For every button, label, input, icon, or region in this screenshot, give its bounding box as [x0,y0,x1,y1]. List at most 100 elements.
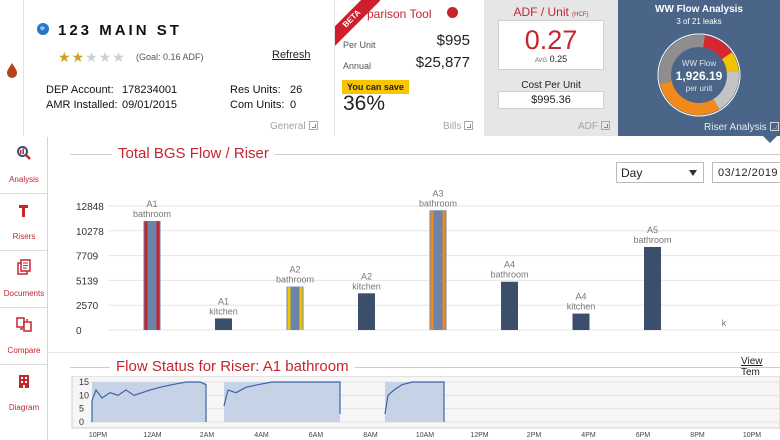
property-address: 123 MAIN ST [58,22,182,39]
sidebar: Analysis Risers Documents Compare Diagra… [0,137,48,440]
y-tick-label: 5 [79,404,84,414]
star-filled-icon: ★ [71,49,86,65]
bar-label-room: bathroom [633,235,671,245]
donut-center-label: WW Flow [682,59,716,68]
x-tick-label: 2PM [527,432,542,439]
adf-value: 0.27 [524,25,578,55]
per-unit-value: $995 [436,32,470,49]
bar-label-riser: A4 [575,292,586,302]
star-empty-icon: ★ [112,49,126,65]
amr-installed-value: 09/01/2015 [122,99,178,111]
bar[interactable] [572,313,590,330]
star-empty-icon: ★ [85,49,99,65]
x-tick-label: 12AM [143,432,161,439]
star-empty-icon: ★ [98,49,113,65]
flow-status-area-chart: 15 10 5 0 10PM 12AM 2AM 4AM 6AM 8AM 10AM 12PM 2PM 4P… [71,376,780,439]
star-filled-icon: ★ [58,49,72,65]
donut-segment [721,52,739,73]
donut-center-value: 1,926.19 [676,69,723,83]
y-tick-label: 7709 [76,252,99,263]
y-tick-label: 10278 [76,227,104,238]
expand-corner-icon [769,122,779,131]
y-tick-label: 15 [79,377,89,387]
bills-link[interactable]: Bills [443,121,474,132]
bar-label-room: kitchen [567,302,596,312]
sidebar-item-risers[interactable]: Risers [0,194,48,251]
adf-panel: ADF / Unit (HCF) 0.27 AVG 0.25 Cost Per … [484,0,618,136]
x-tick-label: 10PM [89,432,107,439]
diagram-icon [19,375,29,388]
bar-chart-title: Total BGS Flow / Riser [112,145,275,162]
bar-label-riser: A3 [432,188,443,198]
savings-percent: 36% [343,92,386,115]
donut-outline [657,33,741,117]
riser-analysis-link[interactable]: Riser Analysis [704,122,779,133]
bar[interactable] [501,281,518,330]
donut-segment [702,35,732,60]
sidebar-item-diagram[interactable]: Diagram [0,365,48,422]
donut-segment [659,35,705,84]
flow-line [91,381,207,422]
goal-text: (Goal: 0.16 ADF) [136,52,204,62]
view-template-link[interactable]: View Tem [741,356,763,378]
flow-region [385,382,444,422]
com-units-value: 0 [290,99,297,111]
per-unit-label: Per Unit [343,40,376,50]
bar[interactable] [429,210,447,330]
x-tick-label: 4PM [581,432,596,439]
bar-label-riser: A2 [289,265,300,275]
section-divider [48,352,780,353]
general-link-label: General [270,121,306,132]
bar-label-room: bathroom [276,275,314,285]
sidebar-item-compare[interactable]: Compare [0,308,48,365]
adf-title: ADF / Unit (HCF) [484,5,618,19]
ww-flow-subtitle: 3 of 21 leaks [676,17,722,26]
bar-label-room: kitchen [352,281,381,291]
bar[interactable] [644,246,661,330]
sidebar-item-label: Analysis [9,175,39,184]
bar-label-riser: A2 [361,271,372,281]
expand-corner-icon [308,121,318,130]
bar-label-riser: A1 [218,296,229,306]
bar[interactable] [215,318,232,330]
sidebar-item-label: Diagram [8,403,40,412]
refresh-link[interactable]: Refresh [272,49,311,61]
amr-installed-label: AMR Installed: [46,99,118,111]
analysis-icon [17,146,31,160]
compare-icon [16,317,32,332]
adf-value-box: 0.27 AVG 0.25 [498,20,604,70]
ww-flow-panel: WW Flow Analysis 3 of 21 leaks WW Flow 1… [618,0,780,143]
bar-label-room: kitchen [209,306,238,316]
bar[interactable] [286,286,304,330]
period-select-value: Day [621,166,643,180]
adf-avg-value: 0.25 [549,54,568,64]
bar-outline-right [442,210,446,330]
bar[interactable] [143,220,161,330]
y-tick-label: 2570 [76,301,99,312]
expand-corner-icon [601,121,610,130]
sidebar-item-label: Risers [12,232,36,241]
documents-icon [17,259,31,275]
x-tick-label: 4AM [254,432,269,439]
bar[interactable] [358,293,375,330]
bills-link-label: Bills [443,121,462,132]
x-tick-label: 10AM [416,432,434,439]
info-icon[interactable] [447,7,458,18]
general-link[interactable]: General [270,121,318,132]
bar-outline-right [299,287,303,330]
flow-region [224,382,340,422]
sidebar-item-analysis[interactable]: Analysis [0,137,48,194]
date-input[interactable]: 03/12/2019 [712,162,780,183]
y-tick-label: 0 [76,326,82,337]
sidebar-item-documents[interactable]: Documents [0,251,48,308]
chart-title-rule [70,154,780,155]
y-tick-label: 0 [79,417,84,427]
bar-label-riser: A4 [504,260,515,270]
adf-link[interactable]: ADF [578,121,610,132]
flow-line [384,381,445,422]
period-select[interactable]: Day [616,162,704,183]
flow-line [223,381,341,414]
donut-segment [713,70,739,110]
bar-outline-left [287,287,291,330]
